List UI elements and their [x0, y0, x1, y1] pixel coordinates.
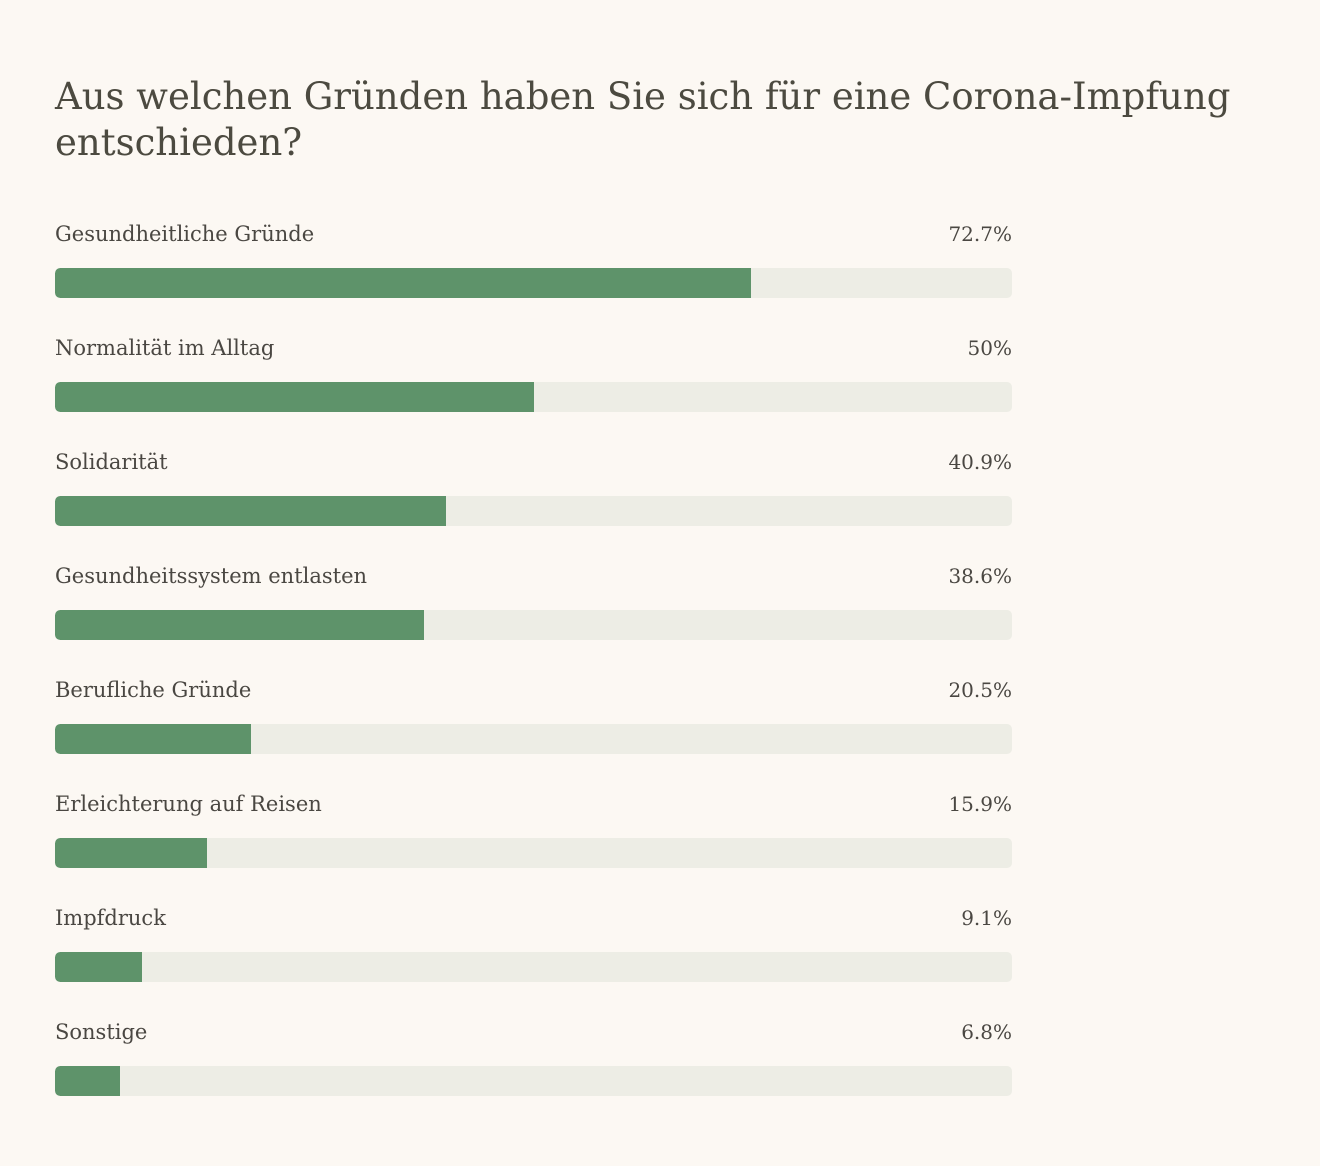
- bar: [55, 496, 447, 526]
- bar: [55, 1066, 121, 1096]
- bar-track: [55, 610, 1012, 640]
- bar-track: [55, 382, 1012, 412]
- bar-row: Berufliche Gründe 20.5%: [55, 676, 1012, 790]
- value-label: 40.9%: [948, 450, 1012, 474]
- bar: [55, 268, 751, 298]
- category-label: Gesundheitliche Gründe: [55, 222, 315, 246]
- bar-track: [55, 1066, 1012, 1096]
- bar-track: [55, 268, 1012, 298]
- bar-row: Impfdruck 9.1%: [55, 904, 1012, 1018]
- bar-row: Solidarität 40.9%: [55, 448, 1012, 562]
- value-label: 6.8%: [961, 1020, 1012, 1044]
- bar-row: Normalität im Alltag 50%: [55, 334, 1012, 448]
- category-label: Erleichterung auf Reisen: [55, 792, 322, 816]
- bar: [55, 724, 252, 754]
- bar-track: [55, 952, 1012, 982]
- value-label: 9.1%: [961, 906, 1012, 930]
- category-label: Sonstige: [55, 1020, 148, 1044]
- category-label: Gesundheitssystem entlasten: [55, 564, 368, 588]
- category-label: Berufliche Gründe: [55, 678, 252, 702]
- category-label: Solidarität: [55, 450, 168, 474]
- bar: [55, 838, 208, 868]
- value-label: 15.9%: [948, 792, 1012, 816]
- bar-row: Gesundheitliche Gründe 72.7%: [55, 220, 1012, 334]
- bar: [55, 952, 143, 982]
- bar-row: Gesundheitssystem entlasten 38.6%: [55, 562, 1012, 676]
- bar: [55, 610, 425, 640]
- value-label: 72.7%: [948, 222, 1012, 246]
- bar-track: [55, 724, 1012, 754]
- value-label: 20.5%: [948, 678, 1012, 702]
- value-label: 50%: [967, 336, 1012, 360]
- bar-list: Gesundheitliche Gründe 72.7% Normalität im…: [55, 220, 1012, 1132]
- bar: [55, 382, 534, 412]
- bar-row: Erleichterung auf Reisen 15.9%: [55, 790, 1012, 904]
- bar-track: [55, 496, 1012, 526]
- bar-row: Sonstige 6.8%: [55, 1018, 1012, 1132]
- chart-title: Aus welchen Gründen haben Sie sich für e…: [55, 75, 1231, 164]
- category-label: Impfdruck: [55, 906, 166, 930]
- category-label: Normalität im Alltag: [55, 336, 275, 360]
- bar-track: [55, 838, 1012, 868]
- value-label: 38.6%: [948, 564, 1012, 588]
